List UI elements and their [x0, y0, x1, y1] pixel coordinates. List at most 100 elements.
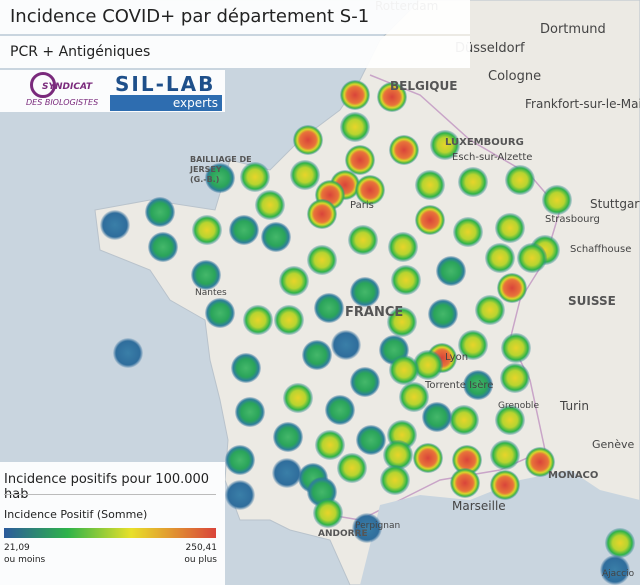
heat-point — [315, 430, 345, 460]
heat-point — [191, 260, 221, 290]
heat-point — [380, 465, 410, 495]
place-label: BELGIQUE — [390, 79, 457, 93]
experts-text: experts — [110, 95, 222, 111]
heat-point — [495, 405, 525, 435]
heat-point — [356, 425, 386, 455]
heat-point — [225, 480, 255, 510]
heat-point — [389, 135, 419, 165]
syndicat-icon — [30, 72, 56, 98]
heat-point — [450, 468, 480, 498]
heat-point — [231, 353, 261, 383]
heat-point — [490, 440, 520, 470]
heat-point — [497, 273, 527, 303]
place-label: Schaffhouse — [570, 244, 631, 255]
legend-subtitle: Incidence Positif (Somme) — [4, 508, 148, 521]
heat-point — [348, 225, 378, 255]
sillab-text: SIL-LAB — [115, 72, 216, 96]
heat-point — [350, 277, 380, 307]
place-label: Grenoble — [498, 401, 539, 411]
heat-point — [388, 232, 418, 262]
heat-point — [383, 440, 413, 470]
place-label: Genève — [592, 438, 635, 451]
syndicat-text: DES BIOLOGISTES — [26, 98, 99, 107]
heat-point — [113, 338, 143, 368]
place-label: Frankfort-sur-le-Main — [525, 97, 640, 111]
heat-point — [452, 445, 482, 475]
heat-point — [279, 266, 309, 296]
heat-point — [235, 397, 265, 427]
heat-point — [495, 213, 525, 243]
heat-point — [290, 160, 320, 190]
legend: Incidence positifs pour 100.000 hab Inci… — [0, 462, 225, 585]
heat-point — [490, 470, 520, 500]
heat-point — [205, 298, 235, 328]
heat-point — [600, 555, 630, 585]
heat-point — [325, 395, 355, 425]
heat-point — [525, 447, 555, 477]
place-label: Düsseldorf — [455, 41, 525, 56]
syndicat-text: SYNDICAT — [42, 82, 93, 92]
heat-point — [542, 185, 572, 215]
heat-point — [255, 190, 285, 220]
heat-point — [605, 528, 635, 558]
heat-point — [145, 197, 175, 227]
heat-point — [307, 199, 337, 229]
place-label: MONACO — [548, 470, 598, 481]
heat-point — [350, 367, 380, 397]
heat-point — [391, 265, 421, 295]
heat-point — [500, 363, 530, 393]
place-label: Lyon — [445, 352, 468, 363]
place-label: Dortmund — [540, 22, 606, 37]
heat-point — [389, 355, 419, 385]
heat-point — [243, 305, 273, 335]
heat-point — [302, 340, 332, 370]
heat-point — [205, 163, 235, 193]
heat-point — [485, 243, 515, 273]
place-label: BAILLIAGE DE — [190, 155, 252, 164]
place-label: Strasbourg — [545, 214, 600, 225]
heat-point — [387, 307, 417, 337]
heat-point — [314, 293, 344, 323]
place-label: Turin — [559, 399, 589, 413]
place-label: Stuttgart — [590, 197, 640, 211]
heat-point — [192, 215, 222, 245]
legend-max-note: ou plus — [184, 555, 217, 565]
heat-point — [283, 383, 313, 413]
heat-point — [458, 330, 488, 360]
heat-point — [413, 350, 443, 380]
heat-point — [313, 498, 343, 528]
heat-point — [345, 145, 375, 175]
legend-min-note: ou moins — [4, 555, 46, 565]
heat-point — [517, 243, 547, 273]
place-label: Ajaccio — [602, 569, 635, 579]
heat-point — [475, 295, 505, 325]
legend-scale — [4, 528, 216, 538]
heat-point — [225, 445, 255, 475]
logos: SYNDICAT DES BIOLOGISTES SIL-LAB experts — [0, 70, 225, 112]
legend-min: 21,09 — [4, 543, 30, 553]
heat-point — [399, 382, 429, 412]
heat-point — [453, 217, 483, 247]
heat-point — [458, 167, 488, 197]
heat-point — [415, 205, 445, 235]
heat-point — [274, 305, 304, 335]
place-label: Esch-sur-Alzette — [452, 152, 532, 163]
heat-point — [331, 330, 361, 360]
place-label: SUISSE — [568, 294, 616, 308]
heat-point — [293, 125, 323, 155]
title: Incidence COVID+ par département S-1 — [0, 0, 470, 34]
heat-point — [337, 453, 367, 483]
legend-title: Incidence positifs pour 100.000 hab — [4, 472, 210, 502]
place-label: Perpignan — [355, 521, 400, 531]
heat-point — [436, 256, 466, 286]
heat-point — [261, 222, 291, 252]
heat-point — [229, 215, 259, 245]
heat-point — [100, 210, 130, 240]
heat-point — [355, 175, 385, 205]
heat-point — [449, 405, 479, 435]
place-label: (G.-B.) — [190, 175, 219, 184]
heat-point — [272, 458, 302, 488]
heat-point — [377, 82, 407, 112]
